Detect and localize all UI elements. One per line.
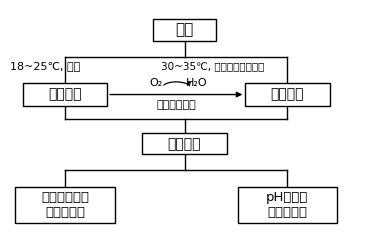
Text: 醋酸发酵: 醋酸发酵 (271, 88, 304, 101)
FancyBboxPatch shape (142, 133, 227, 154)
FancyBboxPatch shape (238, 187, 337, 223)
Text: 果汁: 果汁 (175, 22, 194, 38)
FancyBboxPatch shape (245, 83, 330, 106)
Text: H₂O: H₂O (186, 77, 207, 88)
FancyBboxPatch shape (153, 19, 216, 41)
FancyBboxPatch shape (15, 187, 115, 223)
Text: 酒精发酵: 酒精发酵 (48, 88, 82, 101)
Text: （糖源不足）: （糖源不足） (156, 100, 196, 110)
Text: pH试纸或
酸碱指示剂: pH试纸或 酸碱指示剂 (266, 191, 308, 219)
Text: 18~25℃, 密封: 18~25℃, 密封 (10, 61, 80, 71)
Text: O₂: O₂ (149, 77, 163, 88)
Text: 产物鉴定: 产物鉴定 (168, 137, 201, 151)
Text: 在酸性条件下
用重铬酸钾: 在酸性条件下 用重铬酸钾 (41, 191, 89, 219)
FancyBboxPatch shape (23, 83, 107, 106)
Text: 30~35℃, 通气（糖源充足）: 30~35℃, 通气（糖源充足） (161, 61, 264, 71)
